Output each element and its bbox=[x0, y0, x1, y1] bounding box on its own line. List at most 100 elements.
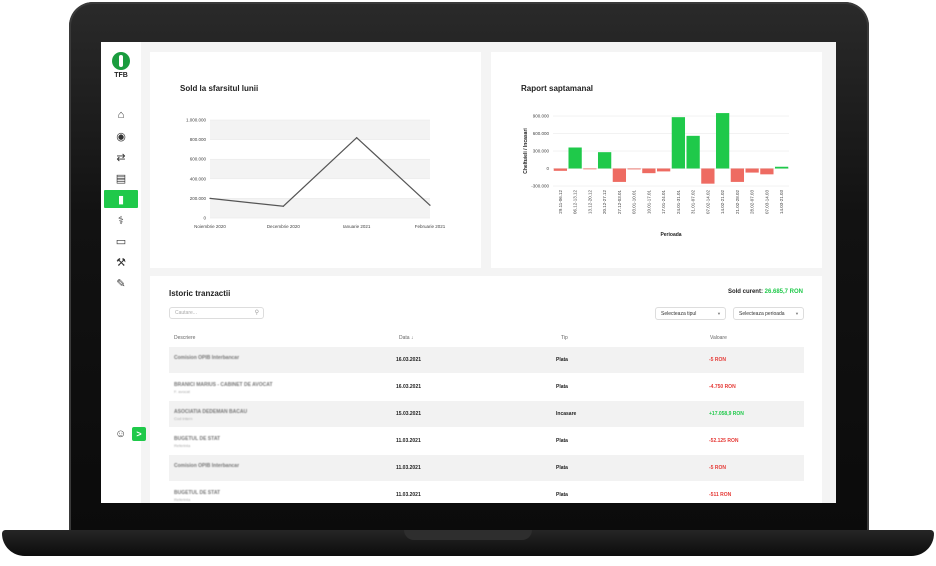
document-icon: ▤ bbox=[115, 172, 127, 185]
weekly-bar bbox=[760, 168, 774, 175]
x-tick-label: 06.12-13.12 bbox=[573, 190, 578, 215]
grid-band bbox=[210, 120, 430, 140]
x-tick-label: 14.02-21.02 bbox=[720, 190, 725, 215]
row-value: -511 RON bbox=[709, 492, 732, 498]
type-select-label: Selecteaza tipul bbox=[661, 310, 697, 317]
sidebar-item-hammer[interactable]: ⚒ bbox=[104, 253, 138, 271]
x-axis-label: Perioada bbox=[660, 232, 681, 238]
x-tick-label: 07.02-14.02 bbox=[705, 190, 710, 215]
x-tick-label: 31.01-07.02 bbox=[691, 190, 696, 215]
row-date: 16.03.2021 bbox=[396, 384, 422, 390]
weekly-bar bbox=[774, 166, 789, 169]
home-icon: ⌂ bbox=[117, 109, 125, 121]
row-description: BRANICI MARIUS - CABINET DE AVOCAT bbox=[174, 382, 273, 388]
x-tick-label: 14.03-21.03 bbox=[779, 190, 784, 215]
row-description-sub: Cod intern bbox=[174, 416, 193, 421]
globe-icon: ◉ bbox=[116, 130, 126, 143]
row-description: ASOCIATIA DEDEMAN BACAU bbox=[174, 409, 248, 415]
sold-data-point bbox=[282, 205, 284, 207]
y-tick-label: 200.000 bbox=[190, 196, 207, 201]
row-type: Plata bbox=[556, 438, 568, 444]
weekly-bar bbox=[612, 168, 627, 182]
sidebar-item-exchange[interactable]: ⇄ bbox=[104, 148, 138, 166]
sold-data-point bbox=[429, 204, 431, 206]
exchange-icon: ⇄ bbox=[116, 151, 126, 164]
weekly-bar bbox=[701, 168, 715, 184]
sidebar-item-home[interactable]: ⌂ bbox=[104, 106, 138, 124]
x-tick-label: 21.02-28.02 bbox=[735, 190, 740, 215]
sidebar-item-edit[interactable]: ✎ bbox=[104, 274, 138, 292]
expand-sidebar-button[interactable]: > bbox=[132, 427, 146, 441]
table-row[interactable]: BUGETUL DE STAT Referinta 11.03.2021 Plata -… bbox=[169, 482, 804, 502]
sold-chart-card: Sold la sfarsitul lunii 0 200.000 400.000 6… bbox=[150, 52, 481, 268]
x-tick-label: Ianuarie 2021 bbox=[343, 224, 371, 229]
search-icon[interactable]: ⚲ bbox=[254, 310, 259, 316]
y-tick-label: 300.000 bbox=[533, 149, 550, 154]
x-tick-label: 03.01-10.01 bbox=[632, 190, 637, 215]
x-tick-label: 29.11-06.12 bbox=[558, 190, 563, 214]
row-description-sub: F. avocat bbox=[174, 389, 191, 394]
y-axis-label: Cheltuieli / Incasari bbox=[523, 128, 529, 174]
sidebar-item-folder[interactable]: ▭ bbox=[104, 232, 138, 250]
sold-line-chart: 0 200.000 400.000 600.000 800.000 1.000.000 No… bbox=[186, 118, 446, 230]
row-date: 11.03.2021 bbox=[396, 438, 421, 444]
transactions-title: Istoric tranzactii bbox=[169, 289, 231, 298]
sidebar-item-document[interactable]: ▤ bbox=[104, 169, 138, 187]
table-row[interactable]: Comision OPIB Interbancar 16.03.2021 Plata… bbox=[169, 347, 804, 373]
y-tick-label: 800.000 bbox=[190, 137, 207, 142]
period-select[interactable]: Selecteaza perioada ▼ bbox=[733, 307, 804, 320]
x-tick-label: 27.12-03.01 bbox=[617, 190, 622, 215]
logo-icon[interactable] bbox=[112, 52, 130, 70]
row-value: -5 RON bbox=[709, 465, 726, 471]
row-date: 11.03.2021 bbox=[396, 465, 421, 471]
row-type: Plata bbox=[556, 465, 568, 471]
row-description: BUGETUL DE STAT bbox=[174, 436, 221, 442]
chevron-down-icon: ▼ bbox=[795, 311, 799, 316]
y-tick-label: 1.000.000 bbox=[186, 118, 207, 123]
y-tick-label: 0 bbox=[203, 216, 206, 221]
user-icon[interactable]: ☺ bbox=[115, 428, 127, 440]
row-date: 11.03.2021 bbox=[396, 492, 421, 498]
x-tick-label: 17.01-24.01 bbox=[661, 190, 666, 215]
current-balance: Sold curent: 26.685,7 RON bbox=[728, 289, 803, 295]
sidebar-item-globe[interactable]: ◉ bbox=[104, 127, 138, 145]
table-row[interactable]: BRANICI MARIUS - CABINET DE AVOCAT F. avo… bbox=[169, 374, 804, 400]
weekly-bar bbox=[568, 147, 582, 169]
table-row[interactable]: Comision OPIB Interbancar 11.03.2021 Plata… bbox=[169, 455, 804, 481]
x-tick-label: 20.12-27.12 bbox=[602, 190, 607, 215]
sidebar-item-bar-chart[interactable]: ▮ bbox=[104, 190, 138, 208]
x-tick-label: 24.01-31.01 bbox=[676, 190, 681, 215]
row-value: -52.125 RON bbox=[709, 438, 739, 444]
row-description-sub: Referinta bbox=[174, 497, 191, 502]
sidebar-item-stethoscope[interactable]: ⚕ bbox=[104, 211, 138, 229]
row-date: 15.03.2021 bbox=[396, 411, 422, 417]
row-date: 16.03.2021 bbox=[396, 357, 422, 363]
header-value[interactable]: Valoare bbox=[710, 335, 727, 341]
current-balance-label: Sold curent: bbox=[727, 289, 763, 295]
table-row[interactable]: ASOCIATIA DEDEMAN BACAU Cod intern 15.03.2… bbox=[169, 401, 804, 427]
y-tick-label: 600.000 bbox=[533, 131, 550, 136]
x-tick-label: Decembrie 2020 bbox=[267, 224, 301, 229]
x-tick-label: 13.12-20.12 bbox=[587, 190, 592, 215]
x-tick-label: 28.02-07.03 bbox=[750, 190, 755, 215]
row-value: -4.750 RON bbox=[709, 384, 736, 390]
row-description: BUGETUL DE STAT bbox=[174, 490, 221, 496]
y-tick-label: 900.000 bbox=[533, 114, 550, 119]
search-input[interactable]: Cautare... ⚲ bbox=[169, 307, 264, 319]
header-description[interactable]: Descriere bbox=[174, 335, 196, 341]
search-placeholder: Cautare... bbox=[175, 310, 197, 316]
weekly-bar bbox=[671, 117, 686, 169]
x-tick-label: 07.03-14.03 bbox=[764, 190, 769, 215]
folder-icon: ▭ bbox=[115, 235, 127, 248]
table-row[interactable]: BUGETUL DE STAT Referinta 11.03.2021 Plata -… bbox=[169, 428, 804, 454]
period-select-label: Selecteaza perioada bbox=[739, 310, 785, 317]
header-date[interactable]: Data ↓ bbox=[399, 335, 414, 341]
chevron-down-icon: ▼ bbox=[717, 311, 721, 316]
logo-text: TFB bbox=[114, 72, 128, 79]
sold-chart-title: Sold la sfarsitul lunii bbox=[180, 84, 259, 93]
row-type: Plata bbox=[556, 492, 568, 498]
weekly-bar bbox=[686, 135, 700, 169]
type-select[interactable]: Selecteaza tipul ▼ bbox=[655, 307, 726, 320]
header-type[interactable]: Tip bbox=[561, 335, 568, 341]
grid-band bbox=[210, 159, 430, 179]
